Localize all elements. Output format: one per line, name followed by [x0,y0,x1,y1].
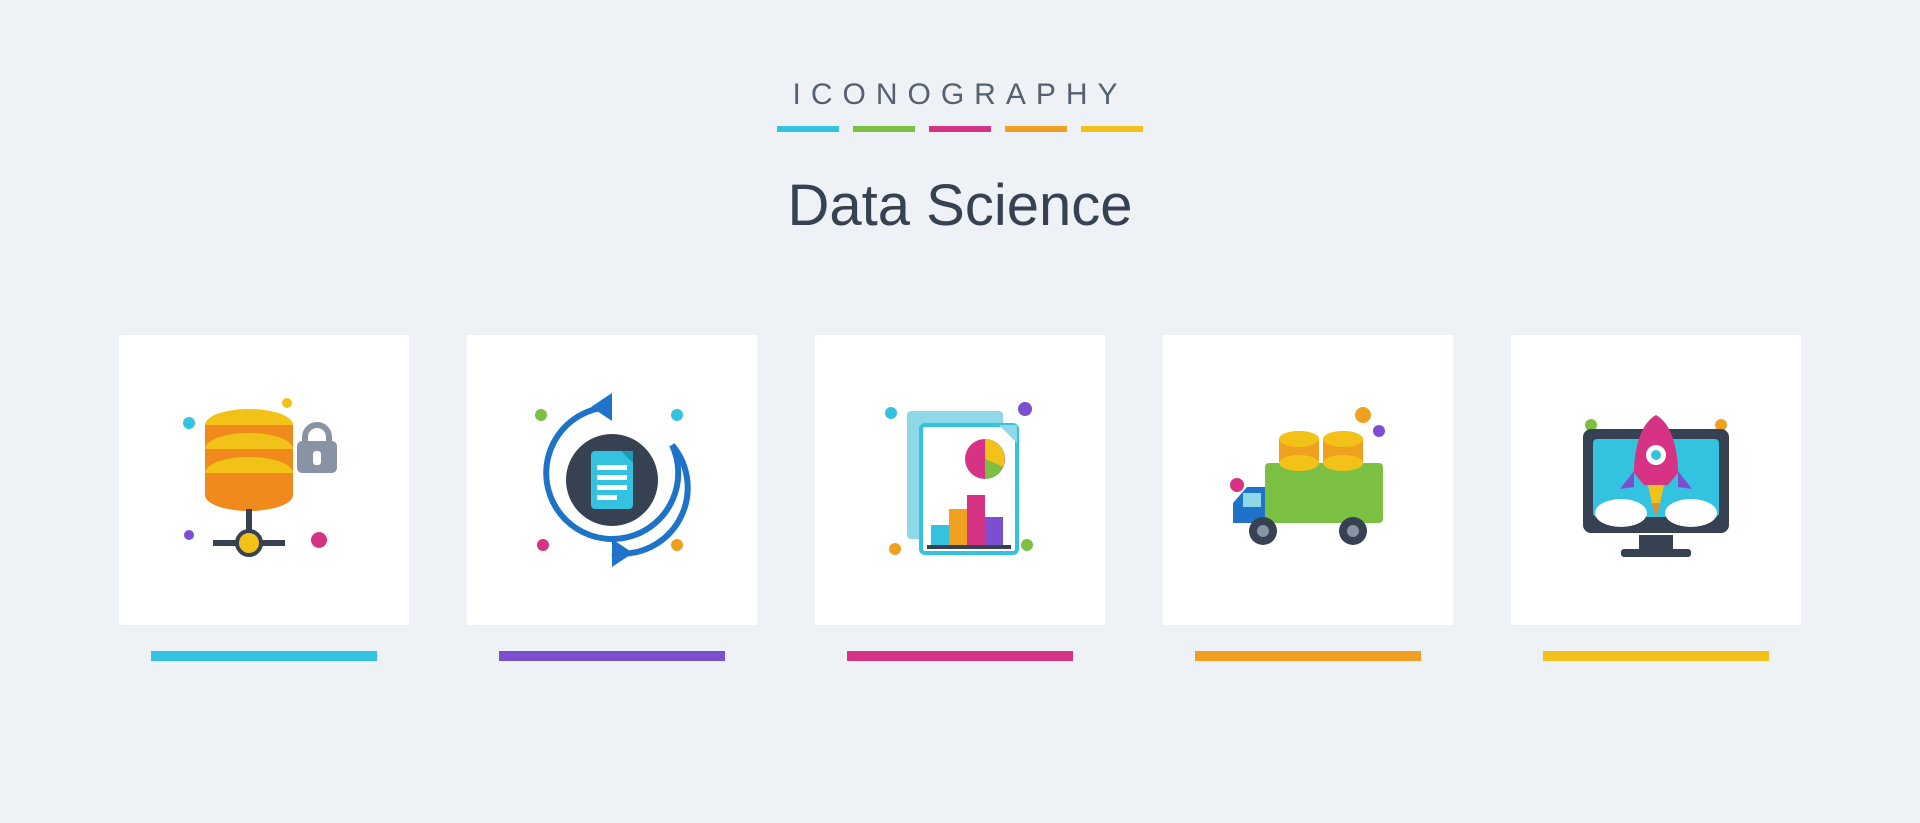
icon-tile [119,335,409,625]
iconography-preview: ICONOGRAPHY Data Science [0,0,1920,823]
database-lock-icon [169,385,359,575]
report-chart-icon [865,385,1055,575]
underline-seg [777,126,839,132]
icon-card [1163,335,1453,661]
card-strip [847,651,1073,661]
icon-card [815,335,1105,661]
card-strip [1543,651,1769,661]
card-strip [499,651,725,661]
document-refresh-icon [517,385,707,575]
header: ICONOGRAPHY Data Science [777,78,1143,239]
set-title: Data Science [788,172,1133,239]
money-truck-icon [1213,385,1403,575]
underline-seg [853,126,915,132]
brand-underline [777,126,1143,132]
icon-tile [1511,335,1801,625]
underline-seg [929,126,991,132]
startup-monitor-icon [1561,385,1751,575]
brand-label: ICONOGRAPHY [792,78,1127,112]
card-strip [151,651,377,661]
icon-card [1511,335,1801,661]
icon-tile [1163,335,1453,625]
icon-tile [815,335,1105,625]
icon-tile [467,335,757,625]
icon-card-row [119,335,1801,661]
card-strip [1195,651,1421,661]
icon-card [467,335,757,661]
underline-seg [1081,126,1143,132]
underline-seg [1005,126,1067,132]
icon-card [119,335,409,661]
